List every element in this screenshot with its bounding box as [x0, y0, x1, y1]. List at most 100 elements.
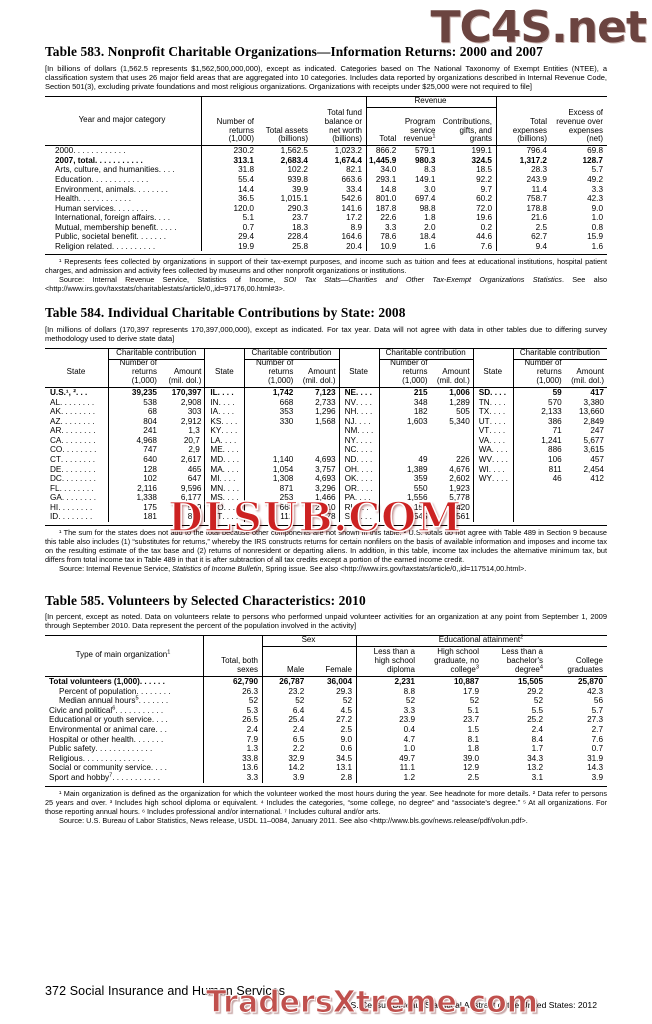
- amount-cell: 4,676: [449, 464, 470, 474]
- row-label-text: U.S.¹, ²: [50, 388, 76, 398]
- row-label-text: MN: [210, 483, 224, 493]
- state-cell: CT . . . . . . . .: [45, 455, 109, 465]
- table-cell: 34.5: [336, 753, 352, 763]
- row-label-text: NV: [344, 397, 356, 407]
- page-source-line: U.S. Census Bureau, Statistical Abstract…: [341, 1000, 597, 1010]
- state-cell: WA . . . .: [472, 445, 514, 455]
- row-label-text: MI: [210, 474, 220, 484]
- row-label-text: AR: [50, 426, 62, 436]
- row-label-text: NY: [344, 435, 356, 445]
- row-label-text: NJ: [344, 416, 355, 426]
- state-cell: NC . . . .: [338, 445, 380, 455]
- row-label-text: SD: [478, 388, 491, 398]
- returns-cell: 102: [107, 474, 160, 484]
- returns-cell: 59: [512, 387, 565, 398]
- table-cell: 801.0: [366, 194, 401, 204]
- table-cell: 2.7: [591, 725, 603, 735]
- amount-cell: 3,615: [583, 445, 605, 455]
- returns-cell: 112: [244, 512, 297, 522]
- returns-cell: 175: [107, 502, 160, 513]
- returns-cell: 386: [512, 416, 565, 427]
- table-row: Educational or youth service . . . . 26.…: [45, 715, 607, 726]
- table-cell: 29.3: [336, 686, 352, 696]
- table-cell: 5.3: [203, 705, 263, 716]
- leader-dots: . . . .: [356, 474, 373, 484]
- table-cell: 52: [342, 696, 352, 706]
- amount-cell: 478: [321, 512, 336, 522]
- table-cell: 149.1: [415, 174, 436, 184]
- returns-cell: 811: [512, 464, 565, 475]
- amount-cell: 3,757: [315, 464, 336, 474]
- amount-cell: 1,296: [315, 407, 336, 417]
- table-cell: 5.1: [467, 705, 479, 715]
- row-label-text: ND: [344, 454, 357, 464]
- returns-cell: 253: [244, 493, 297, 503]
- leader-dots: . . . .: [490, 388, 507, 398]
- row-label: Public, societal benefit . . . . . . .: [45, 232, 202, 242]
- returns-cell: 550: [378, 483, 431, 494]
- leader-dots: . . . .: [150, 763, 167, 773]
- table-583-footnote: ¹ Represents fees collected by organizat…: [45, 254, 607, 293]
- table-cell: 2.5: [496, 222, 551, 233]
- table-cell: 3.3: [203, 773, 263, 783]
- page-footer: 372 Social Insurance and Human Services …: [45, 984, 607, 1010]
- row-label-text: Education: [55, 174, 92, 184]
- amount-cell: 1,466: [315, 493, 336, 503]
- table-cell: 11.1: [356, 763, 419, 774]
- returns-cell: 1,054: [244, 464, 297, 475]
- leader-dots: . . . .: [489, 416, 506, 426]
- leader-dots: . . . . . . . . . . . .: [73, 146, 126, 156]
- th-585-type: Type of main organization1: [45, 636, 204, 677]
- leader-dots: . . . . . . . . . . . .: [78, 194, 131, 204]
- table-cell: 3.3: [591, 184, 603, 194]
- table-cell: 697.4: [415, 194, 436, 204]
- table-row: International, foreign affairs . . . . 5…: [45, 213, 607, 223]
- row-label-text: KY: [210, 426, 222, 436]
- table-cell: 8.9: [350, 222, 362, 232]
- returns-cell: [244, 426, 297, 436]
- amount-cell: 457: [590, 454, 604, 464]
- amount-cell: [431, 426, 474, 436]
- row-label: Environmental or animal care . . .: [45, 725, 204, 735]
- table-row: Median annual hours5 . . . . . . . 52 52 5…: [45, 696, 607, 706]
- row-label-text: Educational or youth service: [49, 715, 152, 725]
- table-cell: 9.7: [480, 184, 492, 194]
- returns-cell: 1,742: [244, 387, 297, 398]
- state-cell: MN . . . .: [204, 483, 245, 494]
- table-cell: 187.8: [366, 203, 401, 214]
- table-cell: 20.4: [346, 241, 362, 251]
- table-585: Type of main organization1 Sex Education…: [45, 635, 607, 783]
- table-cell: 23.2: [262, 686, 309, 697]
- returns-cell: 2,133: [512, 407, 565, 417]
- table-cell: 22.6: [366, 213, 401, 223]
- table-cell: 28.3: [496, 165, 551, 175]
- footnote-marker-4: 4: [539, 664, 543, 671]
- table-cell: 8.8: [356, 686, 419, 697]
- table-cell: 164.6: [341, 232, 363, 242]
- table-cell: 141.6: [341, 203, 363, 213]
- row-label: 2000 . . . . . . . . . . . .: [45, 146, 202, 156]
- table-cell: 7.6: [591, 734, 603, 744]
- leader-dots: . . . .: [489, 397, 506, 407]
- th-584-returns-1: Number of returns (1,000): [107, 358, 160, 388]
- state-cell: HI . . . . . . . .: [45, 503, 109, 513]
- th-contributions: Contributions, gifts, and grants: [442, 116, 492, 144]
- leader-dots: . . . .: [355, 388, 372, 398]
- leader-dots: . . . .: [356, 464, 373, 474]
- table-cell: 0.6: [340, 744, 352, 754]
- table-cell: 1,317.2: [496, 155, 551, 166]
- table-row: 2007, total . . . . . . . . . . . 313.1 2…: [45, 155, 607, 166]
- table-583-header-row-3: Number of returns (1,000) Total assets (…: [45, 108, 607, 146]
- table-cell: 9.0: [340, 734, 352, 744]
- leader-dots: . . .: [75, 388, 88, 398]
- returns-cell: 4,968: [107, 435, 160, 446]
- row-label-text: WA: [478, 445, 492, 455]
- table-cell: 0.7: [591, 744, 603, 754]
- th-585-lesshs-blank: [356, 646, 419, 649]
- leader-dots: . . . .: [491, 474, 508, 484]
- returns-cell: 181: [107, 512, 160, 522]
- th-584-group-1: Charitable contribution: [107, 348, 205, 360]
- table-cell: 36,004: [326, 677, 352, 687]
- th-584-state-1: [45, 349, 109, 360]
